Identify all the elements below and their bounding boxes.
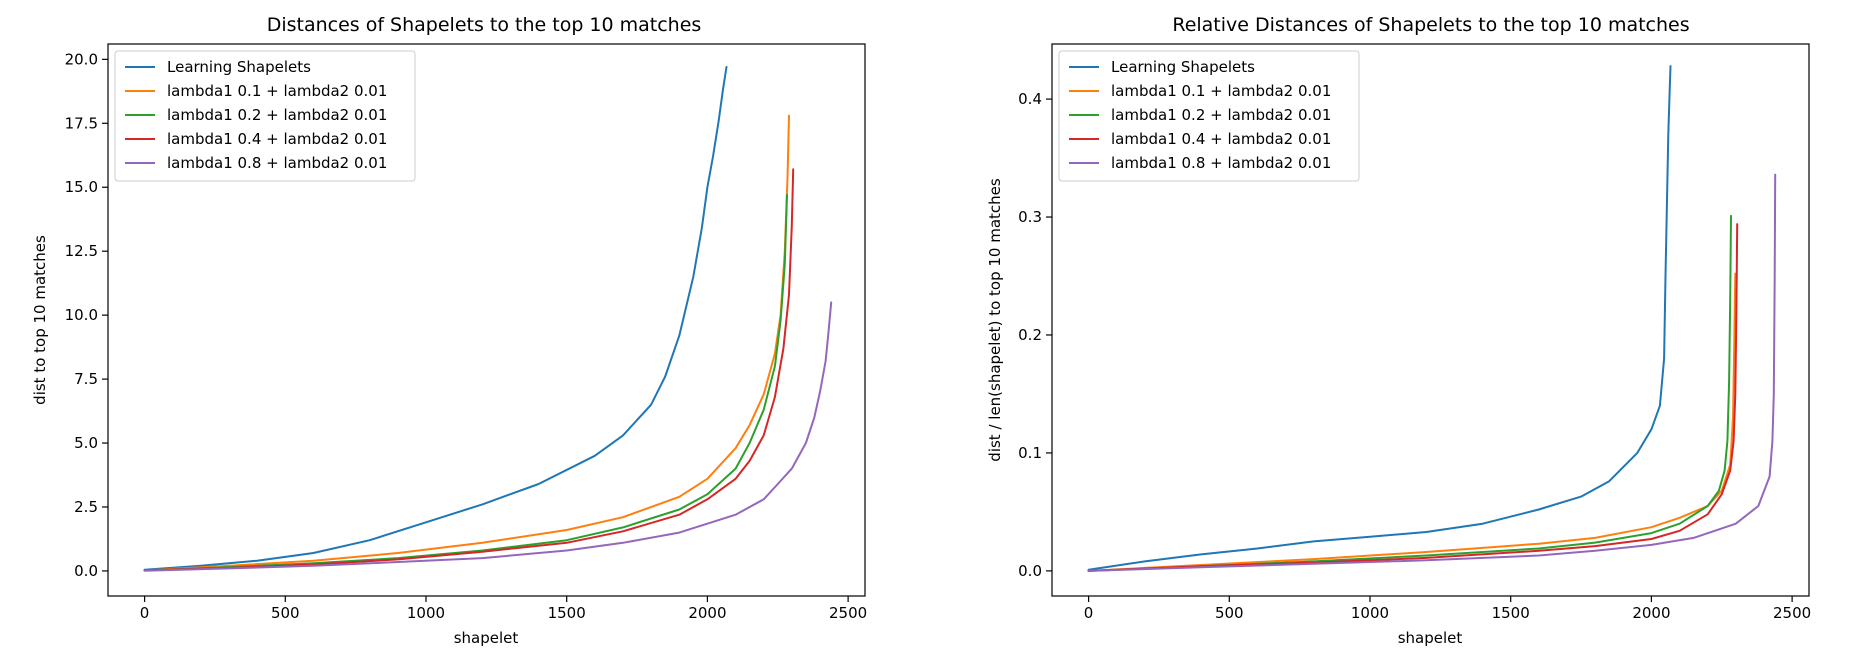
legend-label: lambda1 0.4 + lambda2 0.01 [167,130,387,148]
y-tick-label: 0.1 [1018,444,1042,462]
legend-label: Learning Shapelets [167,58,311,76]
x-tick-label: 1000 [407,604,445,622]
y-tick-label: 7.5 [74,370,98,388]
legend-box [1058,50,1360,182]
x-tick-label: 2500 [1773,604,1811,622]
y-tick-label: 10.0 [65,306,98,324]
series-line-3 [1087,223,1739,572]
plot-frame [107,43,866,597]
series-line-4 [1087,173,1777,572]
x-tick-label: 2000 [688,604,726,622]
x-tick-label: 0 [140,604,150,622]
series-line-0 [1087,65,1672,571]
x-tick-label: 0 [1084,604,1094,622]
x-tick-label: 500 [1215,604,1244,622]
legend-label: lambda1 0.1 + lambda2 0.01 [167,82,387,100]
y-tick-label: 0.0 [74,562,98,580]
series-lines [1087,65,1777,572]
legend: Learning Shapelets lambda1 0.1 + lambda2 … [1058,50,1360,182]
x-tick-label: 1000 [1351,604,1389,622]
series-line-2 [1087,214,1732,572]
y-tick-label: 15.0 [65,178,98,196]
legend: Learning Shapelets lambda1 0.1 + lambda2 … [114,50,416,182]
y-tick-label: 0.0 [1018,562,1042,580]
axis-ticks: 0 500 1000 1500 2000 2500 0.0 2.5 5.0 7.5 10.0 12.5… [65,50,868,622]
plot-frame [1051,43,1810,597]
legend-label: lambda1 0.2 + lambda2 0.01 [1111,106,1331,124]
y-tick-label: 5.0 [74,434,98,452]
chart-title: Relative Distances of Shapelets to the t… [1172,14,1689,36]
chart-distances: Distances of Shapelets to the top 10 mat… [31,14,867,647]
x-tick-label: 2000 [1632,604,1670,622]
y-tick-label: 2.5 [74,498,98,516]
chart-title: Distances of Shapelets to the top 10 mat… [267,14,702,36]
legend-label: lambda1 0.1 + lambda2 0.01 [1111,82,1331,100]
legend-label: Learning Shapelets [1111,58,1255,76]
y-tick-label: 0.3 [1018,208,1042,226]
x-axis-label: shapelet [454,629,519,647]
axis-ticks: 0 500 1000 1500 2000 2500 0.0 0.1 0.2 0.3 0.4 [1018,90,1811,622]
x-tick-label: 1500 [1492,604,1530,622]
legend-label: lambda1 0.4 + lambda2 0.01 [1111,130,1331,148]
legend-box [114,50,416,182]
y-tick-label: 17.5 [65,114,98,132]
x-axis-label: shapelet [1398,629,1463,647]
y-tick-label: 12.5 [65,242,98,260]
chart-relative-distances: Relative Distances of Shapelets to the t… [986,14,1811,647]
y-tick-label: 20.0 [65,50,98,68]
series-line-3 [143,168,795,572]
series-line-0 [143,66,728,571]
series-line-1 [1087,272,1737,572]
y-axis-label: dist to top 10 matches [31,235,49,405]
legend-label: lambda1 0.8 + lambda2 0.01 [167,154,387,172]
y-tick-label: 0.2 [1018,326,1042,344]
x-tick-label: 2500 [829,604,867,622]
x-tick-label: 500 [271,604,300,622]
legend-label: lambda1 0.2 + lambda2 0.01 [167,106,387,124]
y-axis-label: dist / len(shapelet) to top 10 matches [986,178,1004,462]
y-tick-label: 0.4 [1018,90,1042,108]
legend-label: lambda1 0.8 + lambda2 0.01 [1111,154,1331,172]
series-lines [143,66,833,572]
series-line-2 [143,193,788,572]
series-line-4 [143,301,833,572]
x-tick-label: 1500 [548,604,586,622]
